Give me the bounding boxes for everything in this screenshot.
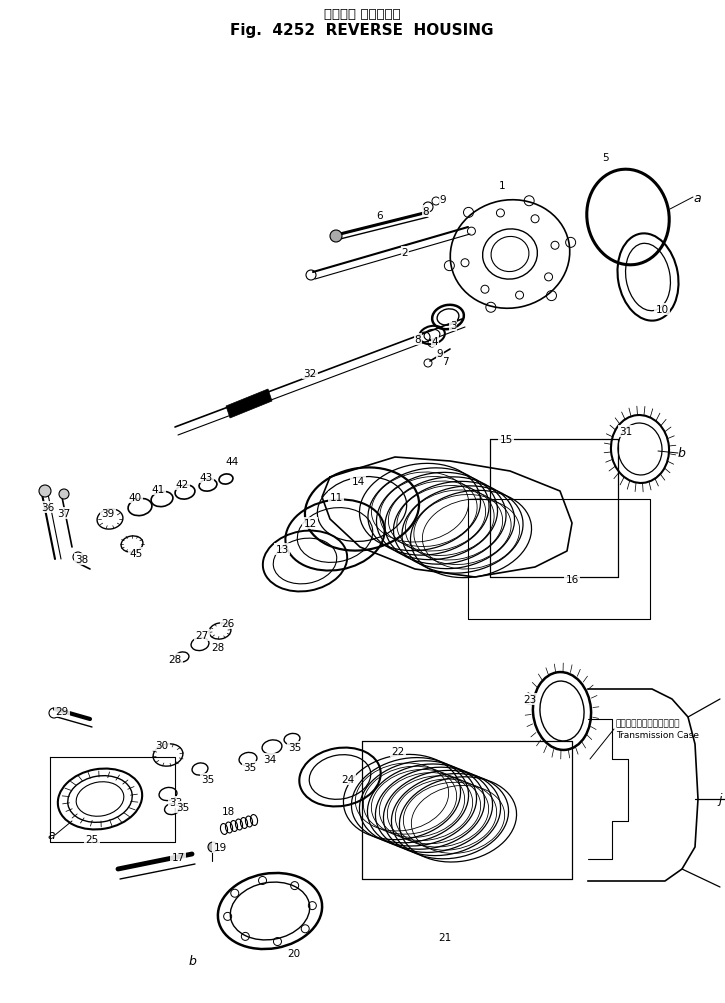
- Text: 33: 33: [170, 797, 183, 807]
- Text: 26: 26: [221, 619, 235, 628]
- Text: 5: 5: [602, 152, 609, 162]
- Text: 34: 34: [263, 754, 277, 764]
- Text: 17: 17: [171, 853, 185, 863]
- Text: 32: 32: [303, 369, 317, 378]
- Text: 42: 42: [175, 479, 188, 489]
- Text: 1: 1: [499, 181, 505, 191]
- Text: Transmission Case: Transmission Case: [616, 731, 699, 740]
- Text: 25: 25: [86, 834, 99, 845]
- Text: 38: 38: [75, 555, 88, 565]
- Text: 4: 4: [431, 337, 439, 347]
- Text: 16: 16: [566, 575, 579, 585]
- Text: 9: 9: [439, 195, 447, 205]
- Text: 24: 24: [341, 774, 355, 784]
- Text: 30: 30: [155, 740, 168, 750]
- Text: 44: 44: [225, 456, 239, 466]
- Text: 36: 36: [41, 503, 54, 513]
- Text: a: a: [47, 828, 55, 842]
- Text: 28: 28: [212, 642, 225, 652]
- Circle shape: [59, 489, 69, 499]
- Text: 28: 28: [168, 654, 182, 664]
- Polygon shape: [226, 389, 272, 418]
- Text: トランスミッションケース: トランスミッションケース: [616, 719, 681, 728]
- Text: 8: 8: [415, 335, 421, 345]
- Text: 3: 3: [450, 321, 456, 331]
- Text: 2: 2: [402, 248, 408, 258]
- Text: 37: 37: [57, 509, 70, 519]
- Text: 23: 23: [523, 694, 536, 704]
- Text: 29: 29: [55, 706, 69, 716]
- Text: 35: 35: [176, 802, 190, 812]
- Text: a: a: [693, 192, 700, 205]
- Circle shape: [330, 231, 342, 243]
- Text: 14: 14: [352, 476, 365, 486]
- Text: 9: 9: [436, 349, 443, 359]
- Text: 35: 35: [202, 774, 215, 784]
- Text: j: j: [718, 792, 721, 805]
- Text: 8: 8: [423, 207, 429, 217]
- Text: 20: 20: [287, 948, 301, 958]
- Text: 7: 7: [442, 357, 448, 367]
- Text: 18: 18: [221, 806, 235, 816]
- Text: 31: 31: [619, 426, 633, 436]
- Text: 35: 35: [289, 742, 302, 752]
- Text: 35: 35: [244, 762, 257, 772]
- Text: 10: 10: [655, 305, 668, 315]
- Text: 45: 45: [129, 549, 143, 559]
- Text: 6: 6: [377, 211, 384, 221]
- Text: b: b: [188, 955, 196, 968]
- Text: 21: 21: [439, 932, 452, 942]
- Circle shape: [208, 843, 218, 853]
- Text: 19: 19: [213, 843, 227, 853]
- Text: 後　　進 ハウジング: 後 進 ハウジング: [323, 7, 400, 20]
- Text: 11: 11: [329, 492, 343, 503]
- Text: 12: 12: [303, 519, 317, 529]
- Text: b: b: [678, 447, 686, 460]
- Text: 39: 39: [102, 509, 115, 519]
- Text: 27: 27: [195, 630, 209, 640]
- Text: 22: 22: [392, 746, 405, 756]
- Circle shape: [39, 485, 51, 497]
- Text: Fig.  4252  REVERSE  HOUSING: Fig. 4252 REVERSE HOUSING: [231, 23, 494, 38]
- Text: 40: 40: [128, 492, 141, 503]
- Text: 15: 15: [500, 434, 513, 444]
- Text: 13: 13: [276, 545, 289, 555]
- Text: 41: 41: [152, 484, 165, 494]
- Text: 43: 43: [199, 472, 212, 482]
